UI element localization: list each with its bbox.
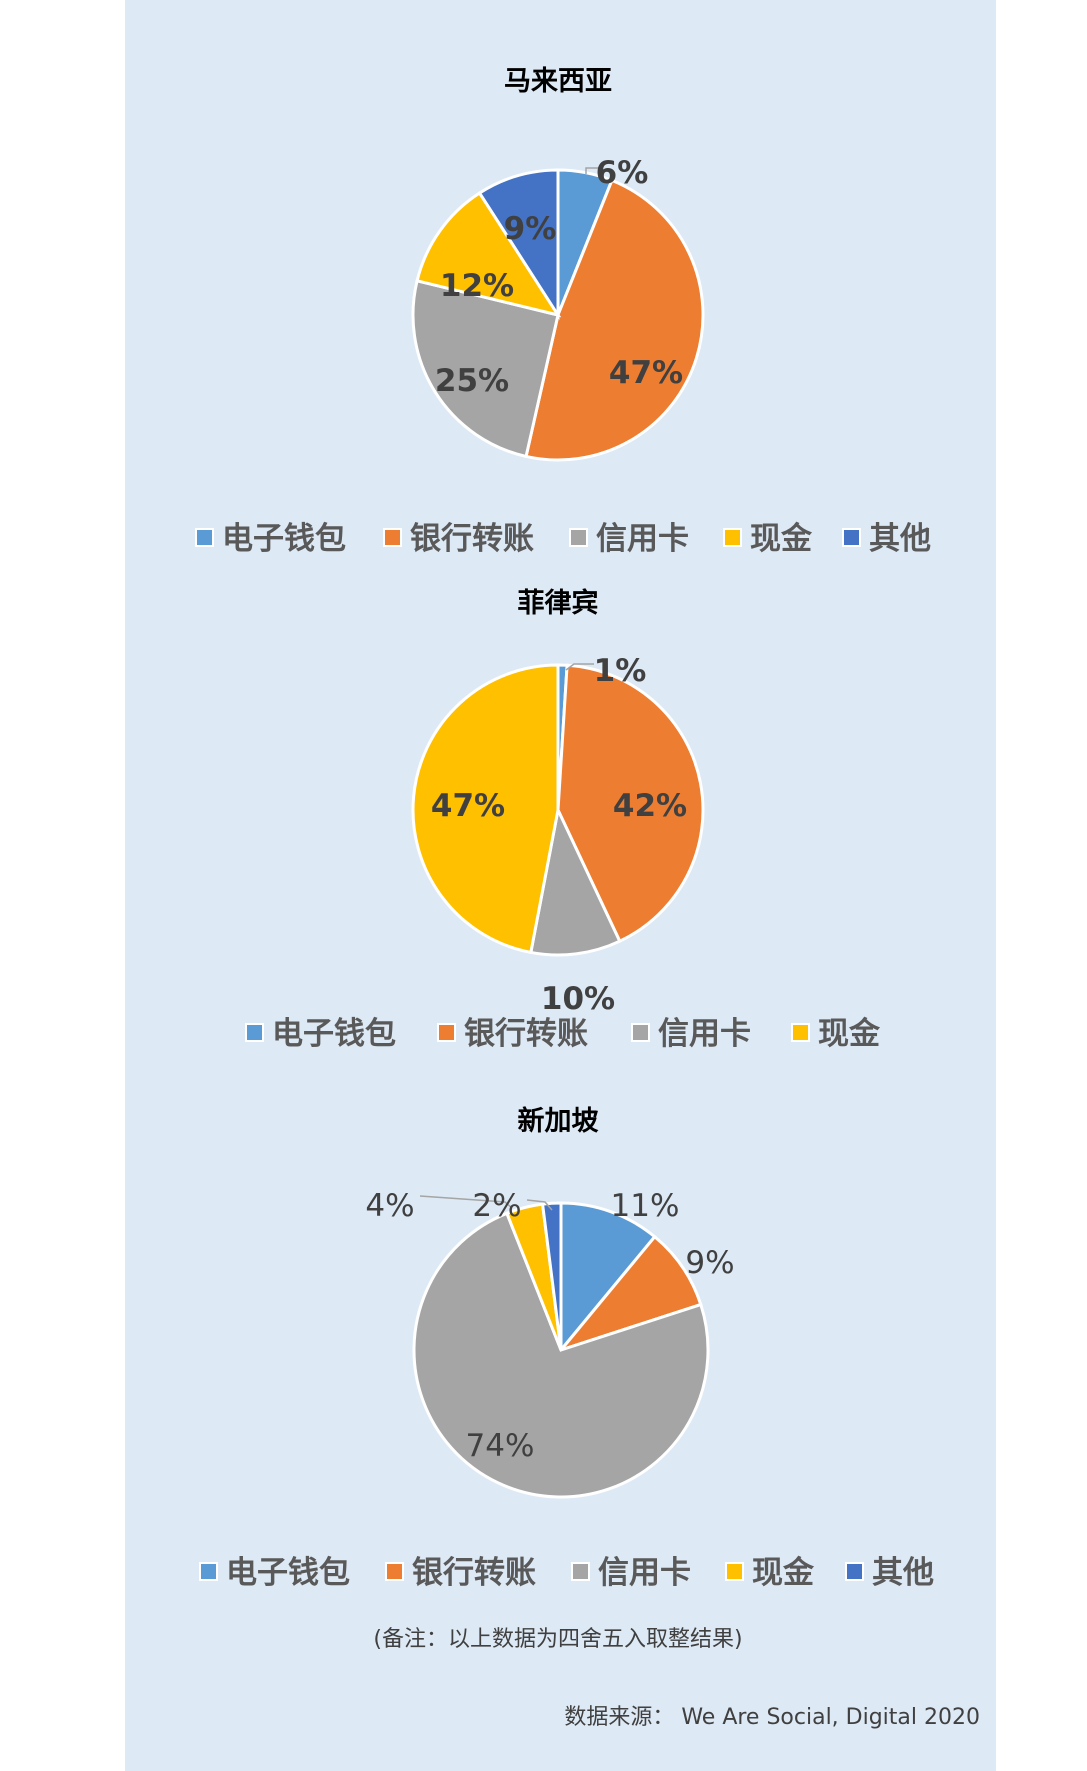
chart-title-malaysia: 马来西亚: [504, 66, 612, 97]
data-label: 1%: [594, 653, 647, 689]
data-label: 2%: [472, 1188, 521, 1224]
legend-swatch: [723, 528, 742, 547]
legend-label: 信用卡: [596, 521, 689, 557]
data-label: 42%: [613, 788, 687, 824]
legend-swatch: [631, 1023, 650, 1042]
legend-label: 电子钱包: [272, 1016, 396, 1052]
data-source: 数据来源： We Are Social, Digital 2020: [564, 1705, 980, 1730]
legend-label: 银行转账: [412, 1555, 536, 1591]
legend-swatch: [383, 528, 402, 547]
legend-swatch: [385, 1562, 404, 1581]
pie-slice-0-3: [415, 190, 562, 318]
legend-label: 银行转账: [410, 521, 534, 557]
legend-label: 电子钱包: [222, 521, 346, 557]
legend-swatch: [842, 528, 861, 547]
data-label: 47%: [431, 788, 505, 824]
legend-swatch: [571, 1562, 590, 1581]
data-label: 12%: [440, 268, 514, 304]
legend-label: 电子钱包: [226, 1555, 350, 1591]
legend-label: 其他: [869, 521, 931, 557]
leader-line: [419, 1195, 513, 1209]
data-label: 47%: [609, 355, 683, 391]
pie-slice-1-2: [529, 805, 622, 957]
data-label: 9%: [504, 211, 557, 247]
rounding-note: (备注：以上数据为四舍五入取整结果): [373, 1627, 742, 1652]
data-label: 10%: [541, 981, 615, 1017]
legend-swatch: [725, 1562, 744, 1581]
leader-line: [526, 1199, 553, 1211]
legend-label: 现金: [818, 1016, 881, 1052]
legend-label: 信用卡: [658, 1016, 751, 1052]
pie-slice-0-2: [411, 279, 560, 459]
legend-swatch: [437, 1023, 456, 1042]
legend-swatch: [791, 1023, 810, 1042]
leader-line: [585, 167, 600, 174]
legend-swatch: [199, 1562, 218, 1581]
legend-label: 银行转账: [464, 1016, 588, 1052]
legend-label: 现金: [750, 521, 813, 557]
legend-swatch: [245, 1023, 264, 1042]
pie-slice-2-1: [556, 1234, 703, 1354]
pie-slice-2-2: [412, 1211, 710, 1499]
data-label: 9%: [685, 1245, 734, 1281]
legend-swatch: [569, 528, 588, 547]
pie-slice-0-1: [524, 178, 705, 462]
data-label: 6%: [596, 155, 649, 191]
legend-label: 现金: [752, 1555, 815, 1591]
pie-slice-1-1: [556, 663, 705, 944]
data-label: 74%: [466, 1428, 535, 1464]
chart-title-singapore: 新加坡: [518, 1105, 599, 1137]
data-label: 4%: [365, 1188, 414, 1224]
legend-label: 信用卡: [598, 1555, 691, 1591]
pie-slice-2-0: [559, 1201, 657, 1355]
data-label: 25%: [435, 363, 509, 399]
pie-slice-1-3: [411, 663, 560, 955]
leader-line: [565, 663, 594, 671]
legend-swatch: [195, 528, 214, 547]
chart-title-philippines: 菲律宾: [518, 587, 599, 619]
pie-slice-0-4: [477, 168, 560, 321]
legend-label: 其他: [872, 1555, 934, 1591]
data-label: 11%: [611, 1188, 680, 1224]
pie-slice-2-4: [540, 1201, 563, 1351]
legend-swatch: [845, 1562, 864, 1581]
